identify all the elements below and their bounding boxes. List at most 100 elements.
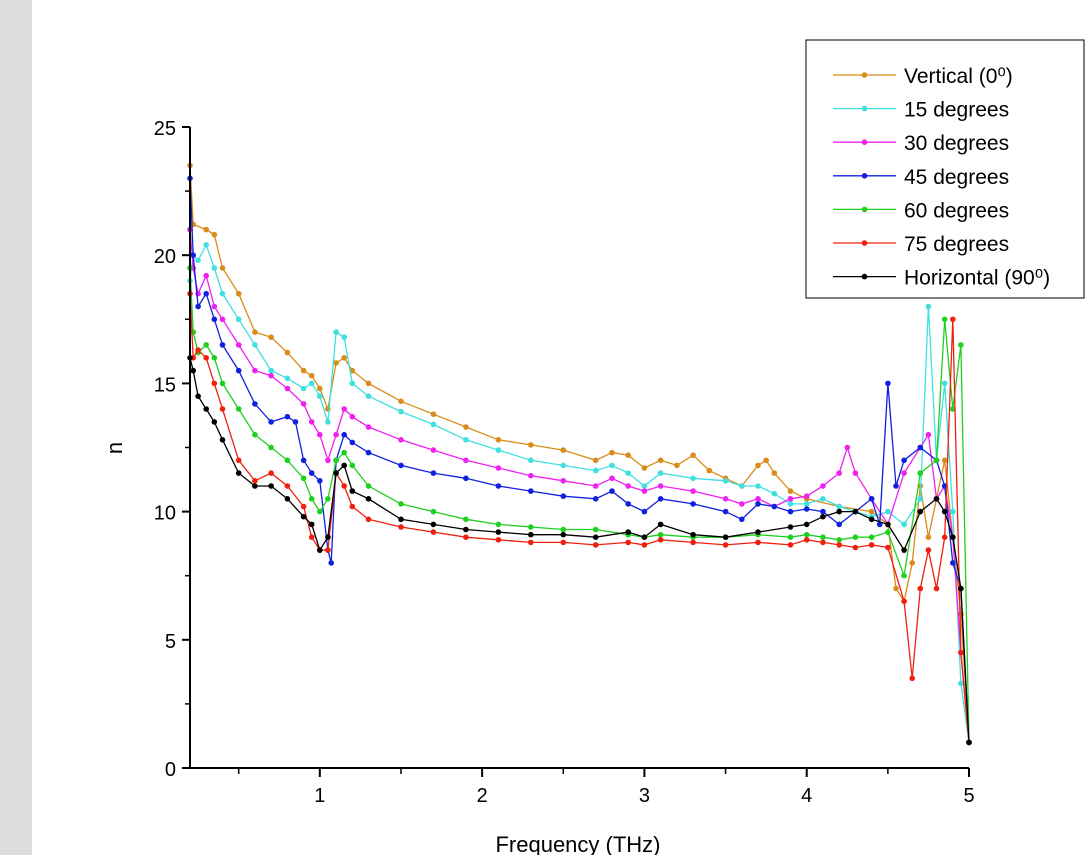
- data-point: [333, 457, 339, 464]
- x-axis-label: Frequency (THz): [495, 832, 660, 855]
- data-point: [317, 393, 323, 400]
- data-point: [836, 508, 842, 515]
- data-point: [300, 367, 307, 374]
- data-point: [190, 252, 196, 258]
- data-point: [917, 444, 924, 451]
- data-point: [560, 493, 567, 500]
- data-point: [268, 372, 274, 379]
- data-point: [495, 521, 502, 528]
- data-point: [893, 585, 899, 592]
- data-point: [398, 462, 404, 469]
- data-point: [528, 472, 534, 479]
- data-point: [398, 501, 404, 507]
- data-point: [941, 508, 948, 515]
- data-point: [325, 457, 331, 464]
- data-point: [901, 547, 907, 553]
- data-point: [300, 513, 307, 520]
- data-point: [219, 406, 226, 412]
- data-point: [528, 539, 534, 546]
- data-point: [308, 372, 315, 379]
- data-point: [560, 526, 567, 533]
- data-point: [909, 560, 915, 566]
- data-point: [333, 470, 339, 476]
- data-point: [333, 329, 339, 335]
- data-point: [885, 521, 891, 528]
- data-point: [803, 493, 810, 500]
- data-point: [625, 452, 631, 459]
- data-point: [868, 508, 875, 515]
- data-point: [941, 457, 948, 464]
- data-point: [771, 490, 778, 497]
- data-point: [771, 503, 778, 510]
- data-point: [641, 508, 648, 515]
- data-point: [195, 347, 201, 353]
- data-point: [235, 457, 242, 464]
- data-point: [528, 442, 534, 448]
- data-point: [203, 355, 209, 361]
- data-point: [560, 531, 567, 538]
- data-point: [641, 465, 648, 471]
- data-point: [820, 534, 826, 540]
- legend-swatch-marker: [861, 105, 868, 112]
- data-point: [430, 421, 437, 428]
- data-point: [885, 544, 891, 551]
- data-point: [495, 465, 502, 471]
- series-3: [187, 226, 972, 746]
- series-6: [187, 290, 972, 746]
- data-point: [820, 483, 826, 489]
- data-point: [219, 316, 226, 323]
- data-point: [901, 521, 907, 528]
- data-point: [398, 398, 404, 405]
- data-point: [235, 406, 242, 412]
- data-point: [917, 470, 924, 476]
- y-tick-label: 25: [154, 118, 176, 140]
- data-point: [398, 437, 404, 443]
- data-point: [333, 431, 339, 438]
- data-point: [852, 544, 859, 551]
- series-7: [187, 355, 972, 746]
- data-point: [252, 342, 258, 348]
- data-point: [933, 457, 940, 464]
- data-point: [852, 508, 859, 515]
- data-point: [495, 483, 502, 489]
- data-point: [235, 342, 242, 348]
- data-point: [609, 449, 615, 456]
- data-point: [901, 572, 907, 579]
- data-point: [917, 496, 924, 502]
- data-point: [755, 539, 761, 546]
- data-point: [950, 560, 956, 566]
- data-point: [463, 475, 469, 482]
- data-point: [950, 406, 956, 412]
- data-point: [852, 534, 859, 540]
- data-point: [268, 367, 274, 374]
- data-point: [308, 521, 315, 528]
- data-point: [528, 524, 534, 530]
- data-point: [657, 470, 664, 476]
- data-point: [341, 355, 348, 361]
- data-point: [528, 531, 534, 538]
- data-point: [690, 452, 696, 459]
- data-point: [592, 526, 599, 533]
- data-point: [308, 534, 315, 540]
- data-point: [690, 501, 696, 507]
- data-point: [528, 457, 534, 464]
- data-point: [219, 290, 226, 297]
- data-point: [690, 539, 696, 546]
- data-point: [609, 475, 615, 482]
- data-point: [317, 431, 323, 438]
- data-point: [211, 303, 218, 310]
- data-point: [950, 316, 956, 323]
- data-point: [235, 316, 242, 323]
- data-point: [625, 470, 631, 476]
- data-point: [657, 496, 664, 502]
- data-point: [755, 462, 761, 469]
- y-tick-label: 15: [154, 374, 176, 396]
- data-point: [211, 231, 218, 238]
- data-point: [690, 475, 696, 482]
- data-point: [771, 470, 778, 476]
- data-point: [950, 508, 956, 515]
- data-point: [641, 488, 648, 494]
- data-point: [235, 470, 242, 476]
- data-point: [300, 457, 307, 464]
- data-point: [252, 329, 258, 335]
